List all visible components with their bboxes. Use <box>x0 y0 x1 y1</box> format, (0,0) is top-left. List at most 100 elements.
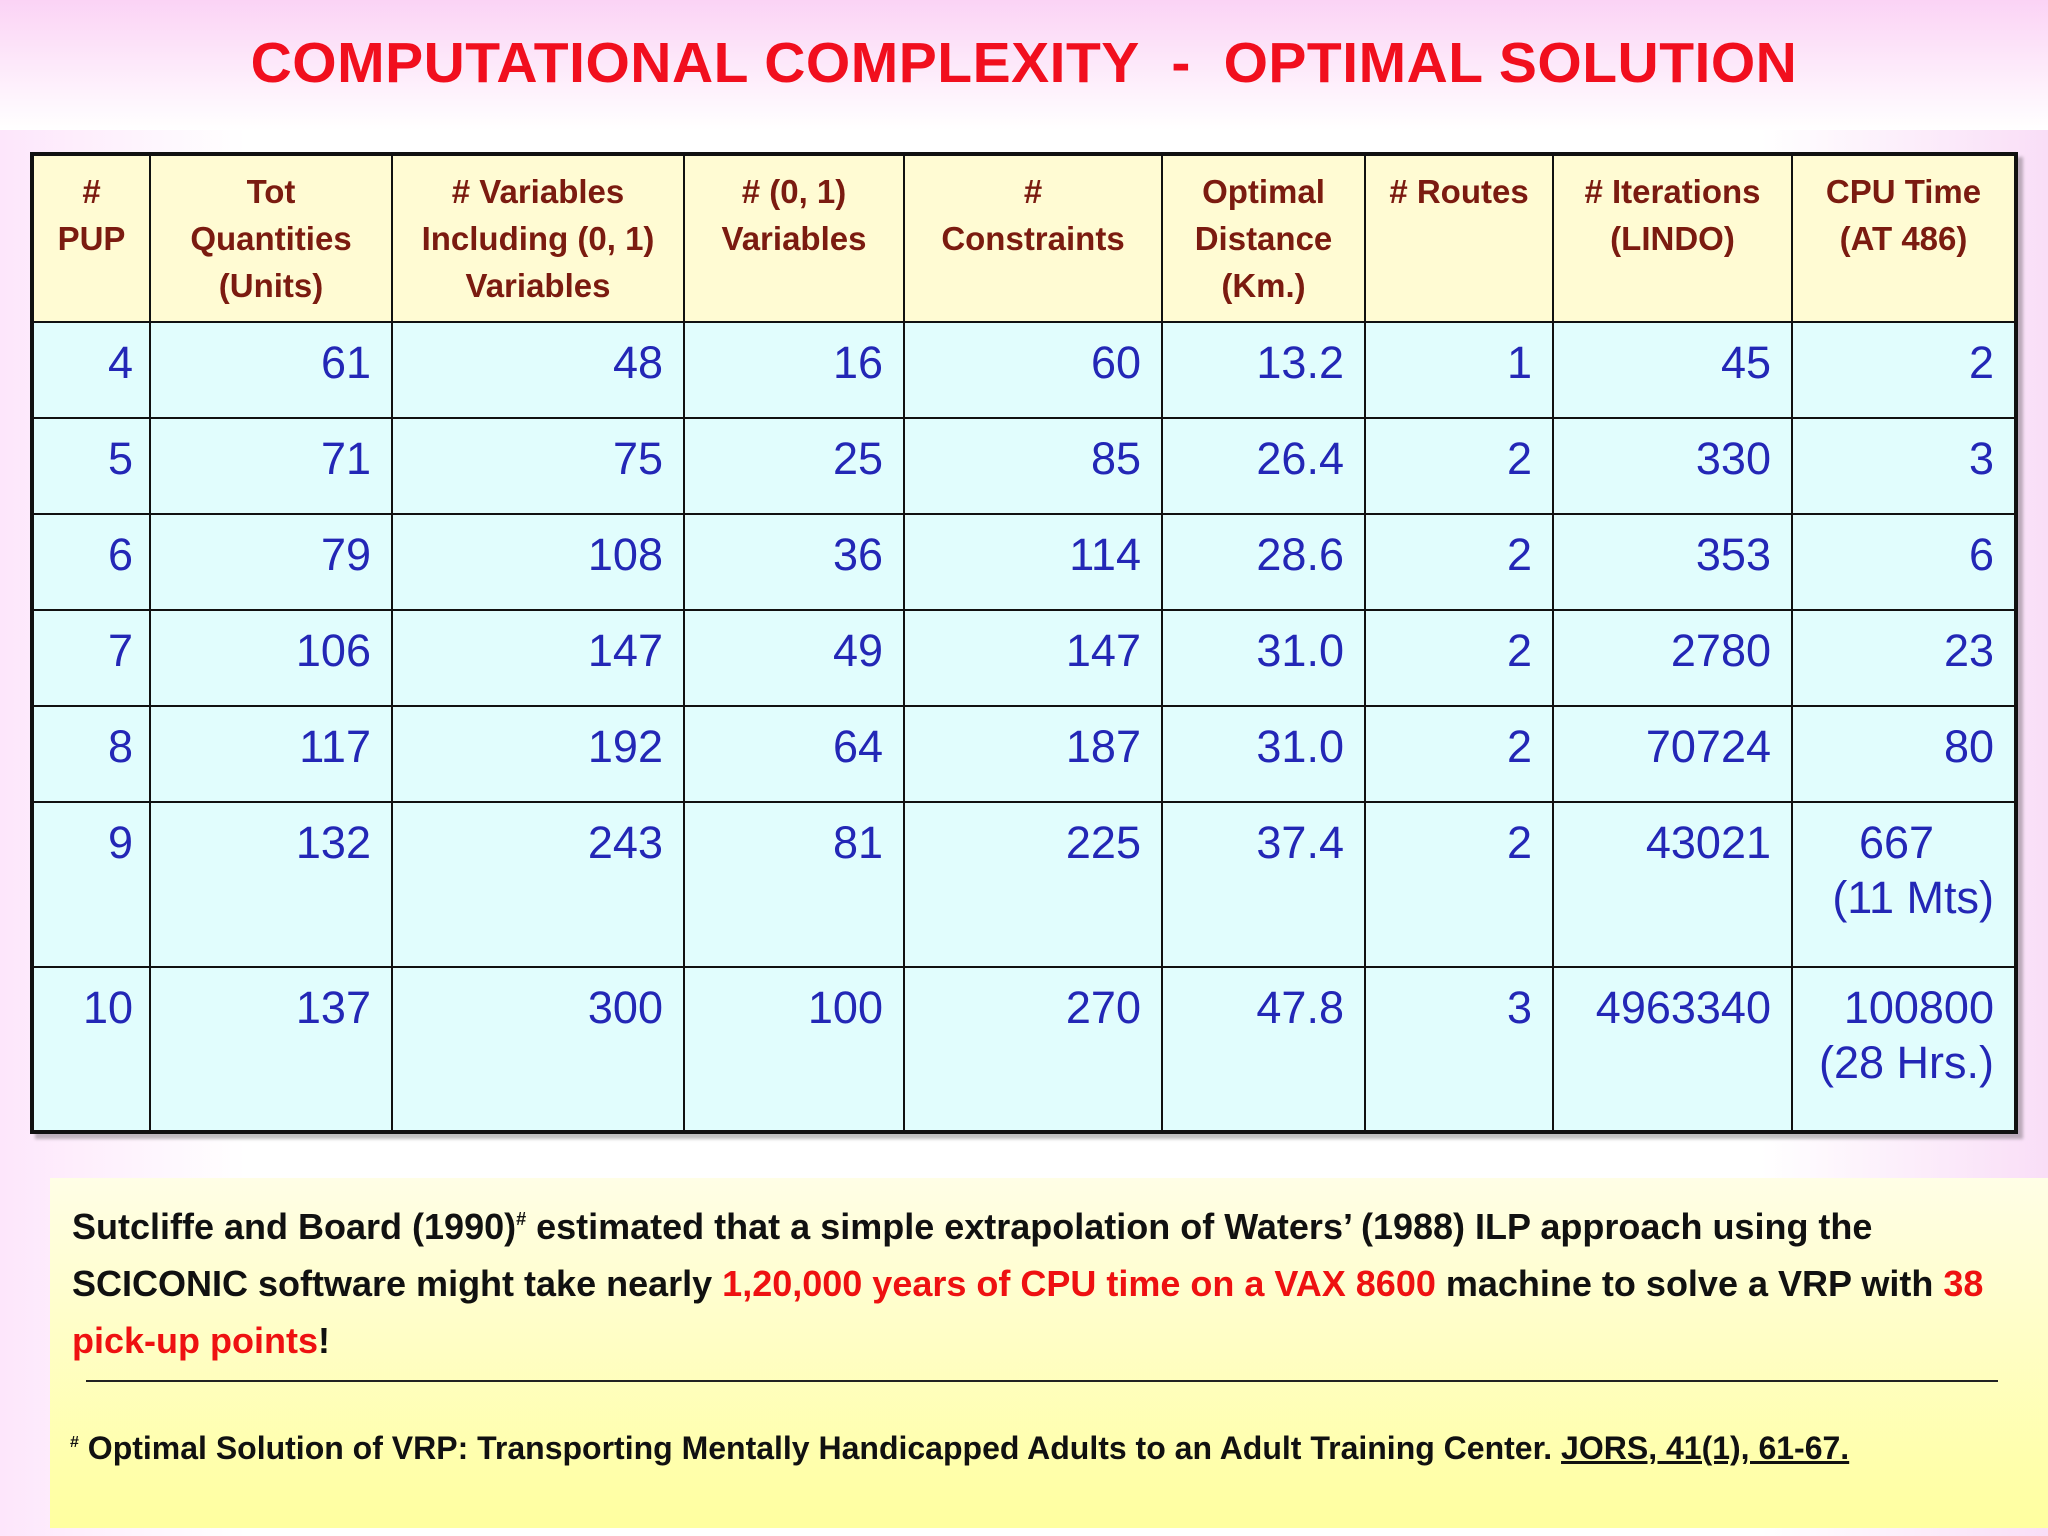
note-text-part: estimated that a simple extrapolation of… <box>72 1206 1873 1304</box>
header-line: Including (0, 1) <box>421 220 655 257</box>
header-pup: # PUP <box>31 153 151 323</box>
header-line: PUP <box>57 220 126 257</box>
table-header-row: # PUP Tot Quantities (Units) # Variables… <box>31 153 2017 323</box>
cell-iterations: 43021 <box>1552 801 1793 968</box>
table-row: 7 106 147 49 147 31.0 2 2780 23 <box>31 609 2017 707</box>
cell-routes: 2 <box>1364 609 1554 707</box>
note-text-part: ! <box>318 1320 330 1361</box>
header-line: CPU Time <box>1825 173 1982 210</box>
slide-title: COMPUTATIONAL COMPLEXITY - OPTIMAL SOLUT… <box>250 31 1798 95</box>
cell-iterations: 70724 <box>1552 705 1793 803</box>
cell-binary-variables: 49 <box>683 609 905 707</box>
cell-quantity: 132 <box>149 801 393 968</box>
header-line: (AT 486) <box>1839 220 1968 257</box>
cell-constraints: 225 <box>903 801 1163 968</box>
cell-pup: 6 <box>31 513 151 611</box>
header-line: Distance <box>1194 220 1333 257</box>
cell-iterations: 353 <box>1552 513 1793 611</box>
cell-variables: 147 <box>391 609 685 707</box>
cell-pup: 8 <box>31 705 151 803</box>
table-row: 9 132 243 81 225 37.4 2 43021 667 (11 Mt… <box>31 801 2017 968</box>
note-box: Sutcliffe and Board (1990)# estimated th… <box>50 1178 2048 1528</box>
table-row: 5 71 75 25 85 26.4 2 330 3 <box>31 417 2017 515</box>
cell-quantity: 71 <box>149 417 393 515</box>
cell-iterations: 2780 <box>1552 609 1793 707</box>
cell-cpu-time: 6 <box>1791 513 2017 611</box>
cell-pup: 10 <box>31 966 151 1133</box>
note-text-part: Sutcliffe and Board (1990) <box>72 1206 517 1247</box>
header-line: (Units) <box>218 267 324 304</box>
cell-cpu-time: 80 <box>1791 705 2017 803</box>
cell-cpu-time: 3 <box>1791 417 2017 515</box>
cell-routes: 2 <box>1364 417 1554 515</box>
cell-cpu-time: 23 <box>1791 609 2017 707</box>
cell-pup: 4 <box>31 321 151 419</box>
cell-binary-variables: 16 <box>683 321 905 419</box>
cpu-value: 667 <box>1858 817 1935 868</box>
cell-distance: 47.8 <box>1161 966 1366 1133</box>
cell-constraints: 270 <box>903 966 1163 1133</box>
table-row: 8 117 192 64 187 31.0 2 70724 80 <box>31 705 2017 803</box>
cell-distance: 31.0 <box>1161 705 1366 803</box>
cell-cpu-time: 2 <box>1791 321 2017 419</box>
complexity-table-wrapper: # PUP Tot Quantities (Units) # Variables… <box>30 152 2018 1134</box>
header-cpu-time: CPU Time (AT 486) <box>1791 153 2017 323</box>
header-iterations: # Iterations (LINDO) <box>1552 153 1793 323</box>
table-row: 10 137 300 100 270 47.8 3 4963340 100800… <box>31 966 2017 1133</box>
cell-routes: 1 <box>1364 321 1554 419</box>
cell-binary-variables: 64 <box>683 705 905 803</box>
footnote-marker: # <box>516 1209 527 1229</box>
cell-binary-variables: 25 <box>683 417 905 515</box>
cpu-value: 100800 <box>1843 982 1994 1033</box>
cell-quantity: 61 <box>149 321 393 419</box>
journal-citation: JORS, 41(1), 61-67. <box>1561 1430 1850 1466</box>
cell-pup: 5 <box>31 417 151 515</box>
cell-quantity: 106 <box>149 609 393 707</box>
note-text-part: machine to solve a VRP with <box>1435 1263 1944 1304</box>
header-line: # Iterations <box>1584 173 1761 210</box>
table-row: 6 79 108 36 114 28.6 2 353 6 <box>31 513 2017 611</box>
cell-quantity: 117 <box>149 705 393 803</box>
cpu-time-highlight: 1,20,000 years of CPU time on a VAX 8600 <box>722 1263 1436 1304</box>
header-routes: # Routes <box>1364 153 1554 323</box>
cpu-duration-note: (28 Hrs.) <box>1818 1037 1994 1088</box>
cell-variables: 108 <box>391 513 685 611</box>
cell-quantity: 137 <box>149 966 393 1133</box>
header-line: # <box>1023 173 1043 210</box>
pickup-points-highlight: 38 pick-up points <box>72 1263 1984 1361</box>
extrapolation-note: Sutcliffe and Board (1990)# estimated th… <box>72 1198 2032 1369</box>
header-tot-quantities: Tot Quantities (Units) <box>149 153 393 323</box>
cell-constraints: 147 <box>903 609 1163 707</box>
cell-pup: 7 <box>31 609 151 707</box>
table-row: 4 61 48 16 60 13.2 1 45 2 <box>31 321 2017 419</box>
cell-distance: 31.0 <box>1161 609 1366 707</box>
title-band <box>0 0 2048 130</box>
footnote: # Optimal Solution of VRP: Transporting … <box>70 1428 2030 1468</box>
header-line: Constraints <box>941 220 1125 257</box>
cell-variables: 48 <box>391 321 685 419</box>
cell-binary-variables: 100 <box>683 966 905 1133</box>
cell-iterations: 45 <box>1552 321 1793 419</box>
cell-constraints: 187 <box>903 705 1163 803</box>
cell-variables: 192 <box>391 705 685 803</box>
cell-constraints: 85 <box>903 417 1163 515</box>
cell-constraints: 60 <box>903 321 1163 419</box>
cell-routes: 2 <box>1364 513 1554 611</box>
divider-line <box>86 1380 1998 1382</box>
cell-cpu-time: 100800 (28 Hrs.) <box>1791 966 2017 1133</box>
header-line: # <box>82 173 101 210</box>
cell-variables: 243 <box>391 801 685 968</box>
complexity-table: # PUP Tot Quantities (Units) # Variables… <box>30 152 2018 1134</box>
header-line: # Routes <box>1389 173 1529 210</box>
header-binary-variables: # (0, 1) Variables <box>683 153 905 323</box>
cell-routes: 3 <box>1364 966 1554 1133</box>
cell-quantity: 79 <box>149 513 393 611</box>
cpu-duration-note: (11 Mts) <box>1832 872 1994 923</box>
header-line: # Variables <box>451 173 625 210</box>
header-variables: # Variables Including (0, 1) Variables <box>391 153 685 323</box>
cell-pup: 9 <box>31 801 151 968</box>
header-line: Quantities <box>190 220 352 257</box>
cell-variables: 300 <box>391 966 685 1133</box>
cell-distance: 13.2 <box>1161 321 1366 419</box>
cell-iterations: 4963340 <box>1552 966 1793 1133</box>
